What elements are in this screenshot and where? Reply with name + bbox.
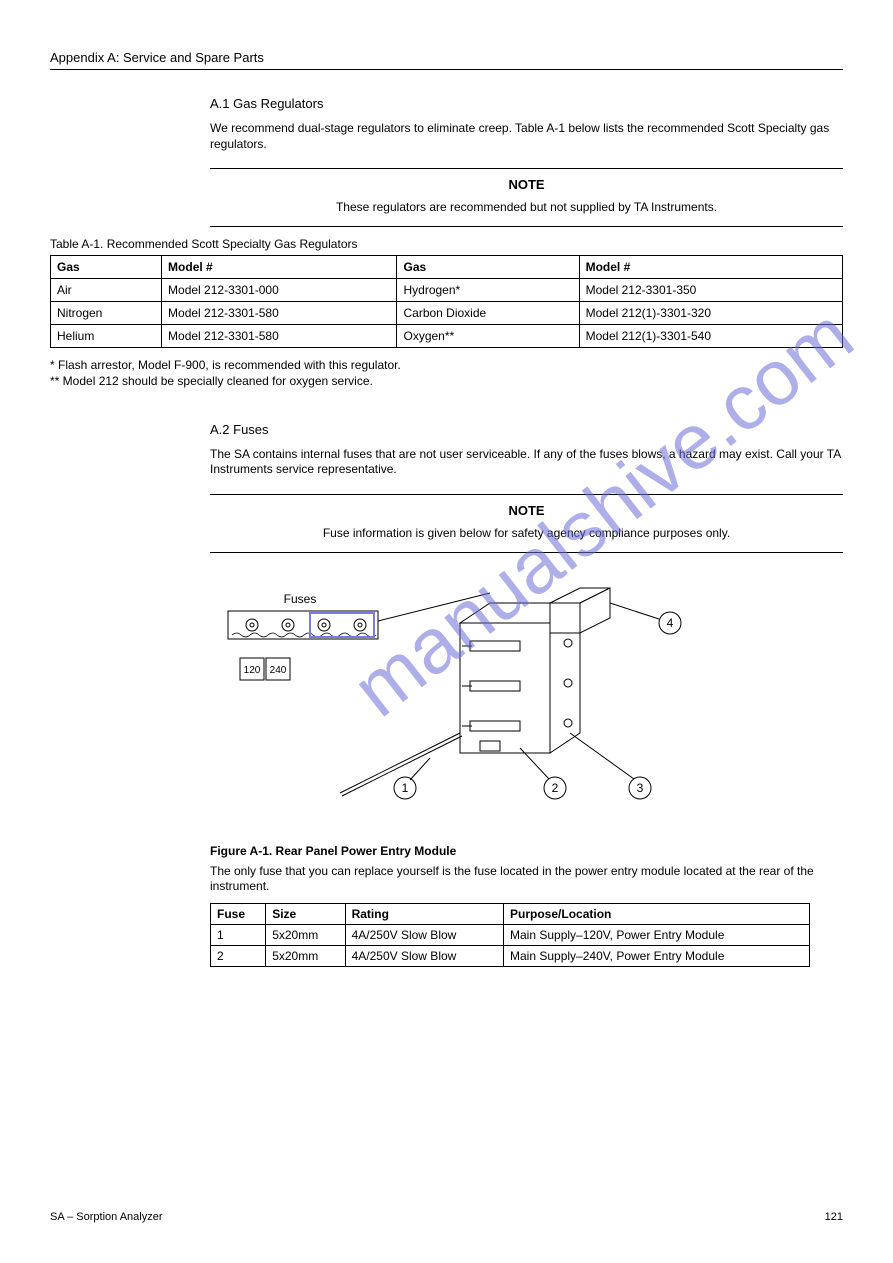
table-header-row: Gas Model # Gas Model # (51, 255, 843, 278)
callout-4: 4 (610, 603, 681, 634)
note-rule-bottom-2 (210, 552, 843, 553)
svg-text:4: 4 (667, 616, 674, 630)
note-text-2: Fuse information is given below for safe… (210, 524, 843, 552)
power-module-iso (460, 588, 610, 753)
footer-left: SA – Sorption Analyzer (50, 1211, 163, 1223)
note-block-1: NOTE These regulators are recommended bu… (210, 168, 843, 227)
col-model-1: Model # (162, 255, 397, 278)
section-a2-para: The SA contains internal fuses that are … (210, 447, 843, 478)
table-row: Air Model 212-3301-000 Hydrogen* Model 2… (51, 278, 843, 301)
callout-1: 1 (394, 758, 430, 799)
table1-caption: Table A-1. Recommended Scott Specialty G… (50, 237, 843, 251)
page-title: Appendix A: Service and Spare Parts (50, 50, 843, 65)
svg-text:3: 3 (637, 781, 644, 795)
table-row: 1 5x20mm 4A/250V Slow Blow Main Supply–1… (211, 924, 810, 945)
voltage-boxes: 120 240 (240, 658, 290, 680)
note-label-2: NOTE (210, 495, 843, 524)
col-gas-1: Gas (51, 255, 162, 278)
footer-right: 121 (825, 1211, 843, 1223)
col-gas-2: Gas (397, 255, 579, 278)
fuses-label: Fuses (284, 592, 317, 606)
col-model-2: Model # (579, 255, 842, 278)
callout-2: 2 (520, 748, 566, 799)
post-figure-text: The only fuse that you can replace yours… (210, 864, 843, 895)
note-label: NOTE (210, 169, 843, 198)
page-header: Appendix A: Service and Spare Parts (50, 50, 843, 70)
note-text: These regulators are recommended but not… (210, 198, 843, 226)
table-row: Nitrogen Model 212-3301-580 Carbon Dioxi… (51, 301, 843, 324)
section-a1-heading: A.1 Gas Regulators (210, 96, 843, 111)
table1-footnote-2: ** Model 212 should be specially cleaned… (50, 374, 843, 388)
svg-text:120: 120 (244, 665, 261, 676)
svg-text:1: 1 (402, 781, 409, 795)
figure-caption: Figure A-1. Rear Panel Power Entry Modul… (210, 844, 843, 858)
figure-a1: Fuses 120 240 (210, 563, 843, 836)
section-a2-heading: A.2 Fuses (210, 422, 843, 437)
note-block-2: NOTE Fuse information is given below for… (210, 494, 843, 553)
section-a1-para: We recommend dual-stage regulators to el… (210, 121, 843, 152)
table-header-row: Fuse Size Rating Purpose/Location (211, 903, 810, 924)
power-module-diagram: Fuses 120 240 (210, 563, 730, 833)
svg-text:2: 2 (552, 781, 559, 795)
fuses-table: Fuse Size Rating Purpose/Location 1 5x20… (210, 903, 810, 967)
fuse-strip (228, 611, 378, 639)
table-row: 2 5x20mm 4A/250V Slow Blow Main Supply–2… (211, 945, 810, 966)
table1-footnote-1: * Flash arrestor, Model F-900, is recomm… (50, 358, 843, 372)
regulators-table: Gas Model # Gas Model # Air Model 212-33… (50, 255, 843, 348)
callout-3: 3 (570, 733, 651, 799)
table-row: Helium Model 212-3301-580 Oxygen** Model… (51, 324, 843, 347)
page-footer: SA – Sorption Analyzer 121 (50, 1211, 843, 1223)
svg-text:240: 240 (270, 665, 287, 676)
note-rule-bottom (210, 226, 843, 227)
